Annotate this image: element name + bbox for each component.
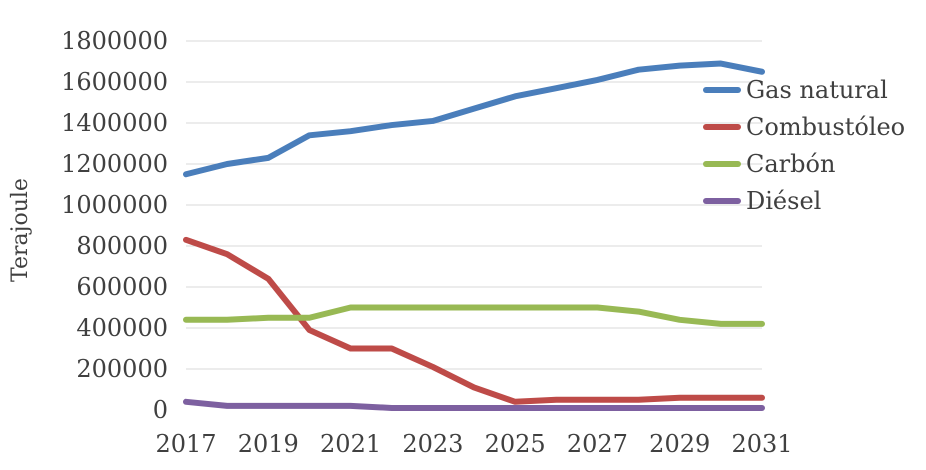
y-axis-label: Terajoule (8, 178, 33, 282)
legend-label-carbon: Carbón (746, 150, 835, 178)
y-tick-label: 1400000 (61, 109, 168, 137)
legend-label-combustoleo: Combustóleo (746, 113, 905, 141)
y-tick-label: 200000 (76, 355, 168, 383)
y-tick-label: 1200000 (61, 150, 168, 178)
y-tick-label: 0 (153, 396, 168, 424)
x-tick-label: 2027 (567, 430, 628, 458)
x-tick-label: 2017 (155, 430, 216, 458)
y-tick-label: 600000 (76, 273, 168, 301)
x-tick-label: 2029 (649, 430, 710, 458)
x-tick-label: 2023 (402, 430, 463, 458)
legend: Gas natural Combustóleo Carbón Diésel (703, 76, 905, 215)
x-tick-label: 2025 (485, 430, 546, 458)
legend-label-diesel: Diésel (746, 187, 821, 215)
y-axis-ticks: 0 200000 400000 600000 800000 1000000 1200000 1… (61, 27, 168, 424)
y-tick-label: 1800000 (61, 27, 168, 55)
series-line-carbon (183, 304, 765, 327)
y-tick-label: 1600000 (61, 68, 168, 96)
series-lines (183, 60, 765, 411)
x-tick-label: 2031 (731, 430, 792, 458)
x-tick-label: 2021 (320, 430, 381, 458)
legend-label-gas-natural: Gas natural (746, 76, 888, 104)
gridlines (186, 40, 762, 370)
y-tick-label: 400000 (76, 314, 168, 342)
x-tick-label: 2019 (238, 430, 299, 458)
series-line-gas-natural (183, 60, 765, 178)
series-line-diesel (183, 398, 765, 411)
x-axis-ticks: 2017 2019 2021 2023 2025 2027 2029 2031 (155, 430, 792, 458)
series-line-combustoleo (183, 236, 765, 405)
y-tick-label: 800000 (76, 232, 168, 260)
y-tick-label: 1000000 (61, 191, 168, 219)
